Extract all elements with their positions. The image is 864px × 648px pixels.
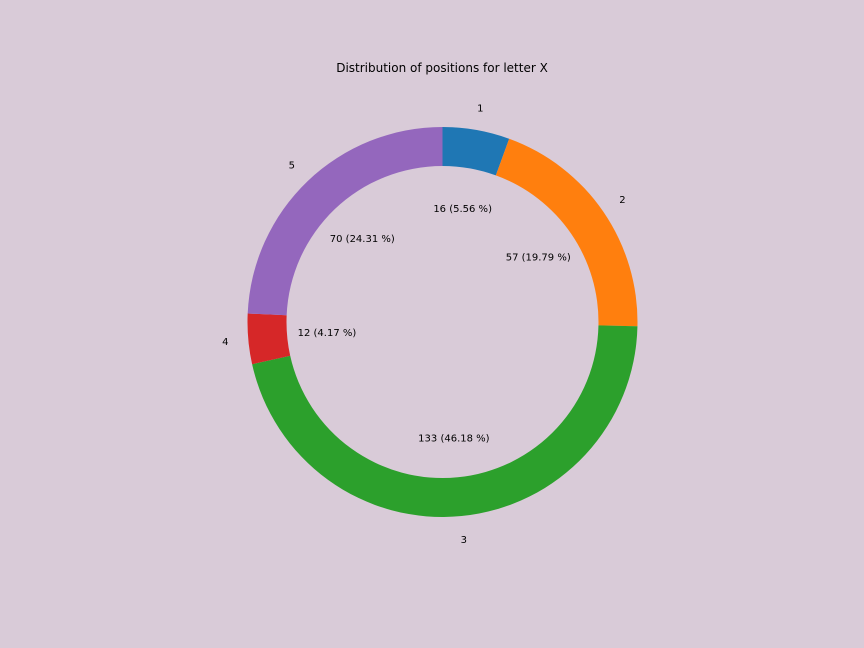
category-label-2: 2 <box>619 195 625 206</box>
value-label-1: 16 (5.56 %) <box>433 204 492 215</box>
category-label-3: 3 <box>461 535 467 546</box>
value-label-2: 57 (19.79 %) <box>506 253 571 264</box>
value-label-5: 70 (24.31 %) <box>330 234 395 245</box>
value-labels-group: 16 (5.56 %) 57 (19.79 %) 133 (46.18 %) 12 (… <box>298 204 571 445</box>
category-labels-group: 1 2 3 4 5 <box>222 103 625 546</box>
category-label-5: 5 <box>289 161 295 172</box>
category-label-1: 1 <box>477 103 483 114</box>
slice-2 <box>495 138 638 327</box>
category-label-4: 4 <box>222 337 228 348</box>
slice-3 <box>252 325 638 517</box>
slice-4 <box>247 313 291 365</box>
value-label-4: 12 (4.17 %) <box>298 328 357 339</box>
slices-group <box>247 127 638 517</box>
chart-title: Distribution of positions for letter X <box>336 61 548 75</box>
slice-5 <box>247 127 443 316</box>
value-label-3: 133 (46.18 %) <box>418 433 489 444</box>
slice-1 <box>442 127 510 176</box>
